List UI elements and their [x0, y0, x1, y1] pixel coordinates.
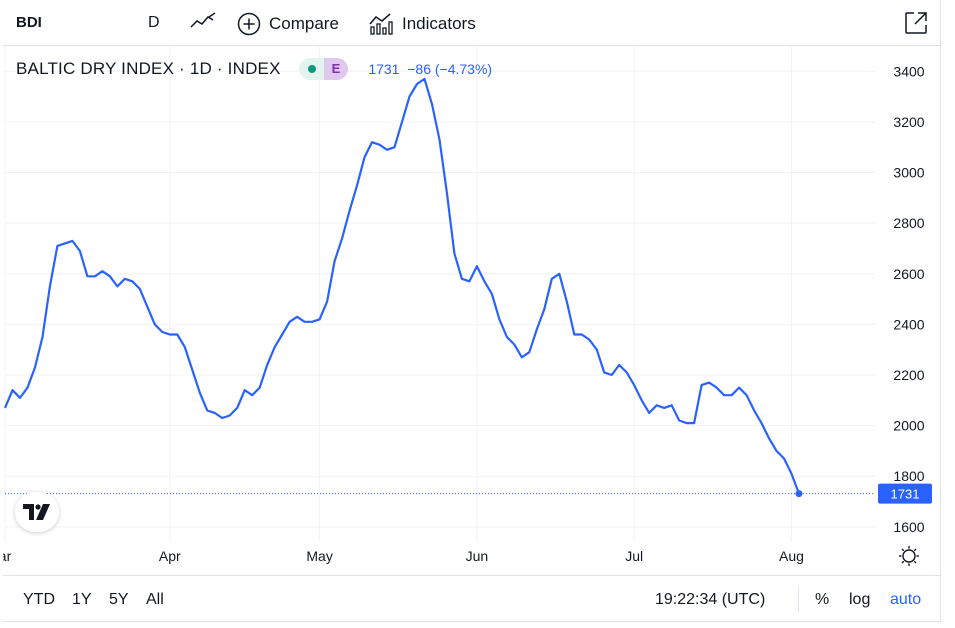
auto-scale-toggle[interactable]: auto — [890, 591, 922, 608]
bottom-toolbar: YTD 1Y 5Y All 19:22:34 (UTC) % log auto — [3, 575, 941, 622]
symbol-search-button[interactable]: BDI — [16, 12, 42, 34]
settings-icon[interactable] — [899, 546, 919, 566]
x-tick-label-2: May — [306, 548, 332, 564]
last-point — [795, 490, 803, 498]
status-dot-icon — [307, 65, 316, 73]
interval-button[interactable]: D — [148, 12, 160, 34]
indicators-label: Indicators — [402, 14, 476, 33]
range-all-button[interactable]: All — [146, 591, 164, 608]
market-status-badge[interactable]: E — [298, 58, 349, 80]
y-tick-label-5: 2600 — [893, 266, 924, 282]
log-scale-toggle[interactable]: log — [849, 591, 871, 608]
x-tick-label-0: ar — [3, 548, 12, 564]
range-ytd-button[interactable]: YTD — [23, 591, 55, 608]
last-price-label-bg — [878, 483, 932, 504]
legend-title: BALTIC DRY INDEX · 1D · INDEX — [16, 59, 281, 78]
market-status-label: E — [323, 58, 349, 80]
x-axis: ar Apr May Jun Jul Aug — [3, 548, 804, 564]
y-axis: 1600 1800 2000 2200 2400 2600 2800 3000 3200 3400 — [893, 63, 924, 535]
series-line[interactable] — [3, 77, 801, 495]
y-tick-label-0: 1600 — [893, 519, 924, 535]
chart-widget: BDI D Compare Indicators 1600 1800 2000 220… — [3, 0, 941, 622]
y-tick-label-9: 3400 — [893, 63, 924, 79]
top-toolbar: BDI D Compare Indicators — [3, 0, 941, 46]
y-tick-label-8: 3200 — [893, 114, 924, 130]
y-tick-label-3: 2200 — [893, 367, 924, 383]
chart-style-button[interactable] — [189, 10, 217, 34]
x-tick-label-3: Jun — [466, 548, 489, 564]
legend-value: 1731 −86 (−4.73%) — [368, 61, 493, 77]
last-price-label: 1731 — [891, 487, 920, 502]
symbol-label: BDI — [16, 14, 42, 31]
y-tick-label-4: 2400 — [893, 316, 924, 332]
y-tick-label-1: 1800 — [893, 468, 924, 484]
grid-lines — [4, 46, 875, 542]
x-tick-label-1: Apr — [159, 548, 181, 564]
x-tick-label-5: Aug — [779, 548, 804, 564]
open-external-icon — [905, 12, 927, 34]
price-chart[interactable]: 1600 1800 2000 2200 2400 2600 2800 3000 3200 3400… — [3, 0, 941, 575]
y-tick-label-2: 2000 — [893, 418, 924, 434]
y-tick-label-7: 3000 — [893, 165, 924, 181]
tradingview-logo[interactable] — [15, 492, 59, 532]
indicators-button[interactable]: Indicators — [368, 12, 476, 36]
plus-circle-icon — [237, 12, 261, 36]
interval-label: D — [148, 14, 160, 31]
percent-scale-toggle[interactable]: % — [815, 591, 830, 608]
compare-button[interactable]: Compare — [237, 12, 339, 36]
tradingview-logo-icon — [23, 504, 50, 520]
toolbar-divider — [798, 586, 799, 612]
range-1y-button[interactable]: 1Y — [72, 591, 92, 608]
compare-label: Compare — [269, 14, 339, 33]
range-5y-button[interactable]: 5Y — [109, 591, 129, 608]
popout-button[interactable] — [903, 10, 929, 36]
series-legend: BALTIC DRY INDEX · 1D · INDEX E 1731 −86… — [16, 58, 492, 80]
indicators-icon — [369, 13, 393, 35]
x-tick-label-4: Jul — [625, 548, 643, 564]
utc-clock[interactable]: 19:22:34 (UTC) — [655, 591, 766, 608]
line-chart-icon — [190, 12, 216, 28]
y-tick-label-6: 2800 — [893, 215, 924, 231]
